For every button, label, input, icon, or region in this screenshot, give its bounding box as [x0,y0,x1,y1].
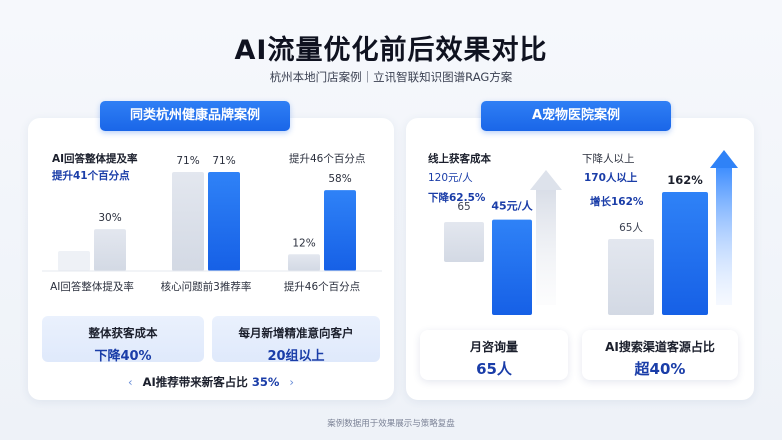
ai-share-value: 35% [251,375,280,389]
bar-right-g2-s1-label: 65人 [619,222,643,234]
bar-left-g1-s2-label: 30% [98,212,121,224]
bar-left-g3-s1 [288,254,320,271]
summary-card-cost-value: 下降40% [94,349,152,364]
bar-left-g2-s1-label: 71% [176,155,199,167]
footer-note: 案例数据用于效果展示与策略复盘 [327,419,455,429]
tick-left-1: AI回答整体提及率 [50,280,134,293]
bar-left-g1-s2 [94,229,126,271]
summary-card-clients-value: 20组以上 [267,349,325,364]
group-right-2-l2: 170人以上 [584,171,638,184]
chevron-left-icon: ‹ [128,375,133,389]
group-right-1-l3: 下降62.5% [428,191,486,204]
bar-left-g3-s2 [324,190,356,271]
bar-right-g1-s1-label: 65 [457,201,470,213]
result-card-channel: AI搜索渠道客源占比 超40% [582,330,738,380]
result-card-consult-label: 月咨询量 [469,340,518,354]
result-card-channel-value: 超40% [634,360,686,378]
group-right-2-l3: 增长162% [590,195,644,208]
bar-left-g3-s1-label: 12% [292,237,315,249]
bar-right-g2-s2-label: 162% [667,173,703,187]
bar-right-g1-s1 [444,222,484,262]
result-card-channel-label: AI搜索渠道客源占比 [605,340,715,354]
group-right-2-head: 下降人以上 [582,152,635,165]
arrow-right-2-shaft [716,166,732,305]
arrow-up-icon [530,170,562,190]
bar-left-g2-s2-label: 71% [212,155,235,167]
group-right-1-head: 线上获客成本 [428,152,491,165]
ai-share-label: AI推荐带来新客占比 [142,375,248,389]
bar-right-g2-s2 [662,192,708,315]
arrow-right-1-shaft [536,186,556,305]
bar-left-g3-s2-label: 58% [328,173,351,185]
chevron-right-icon: › [289,375,294,389]
ai-share-line: ‹ AI推荐带来新客占比 35% › [28,374,394,390]
tick-left-3: 提升46个百分点 [284,281,360,293]
left-panel-tag: 同类杭州健康品牌案例 [100,101,290,131]
summary-card-cost: 整体获客成本 下降40% [42,316,204,364]
group-right-1-l2: 120元/人 [428,172,473,184]
bar-right-g2-s1 [608,238,654,315]
bar-left-g2-s2 [208,172,240,271]
page-title: AI流量优化前后效果对比 [234,35,548,66]
result-card-consult-value: 65人 [476,360,512,378]
bar-left-g1-before-ghost [58,251,90,271]
metric-left-3-head: 提升46个百分点 [289,153,365,165]
bar-right-g1-s2 [492,219,532,315]
right-panel-tag: A宠物医院案例 [481,101,671,131]
summary-card-clients: 每月新增精准意向客户 20组以上 [212,316,380,364]
arrow-up-blue-icon [710,150,738,168]
summary-card-cost-label: 整体获客成本 [88,326,158,340]
tick-left-2: 核心问题前3推荐率 [161,280,252,293]
metric-left-1-head: AI回答整体提及率 [52,152,138,165]
result-card-consult: 月咨询量 65人 [420,330,568,380]
bar-left-g2-s1 [172,172,204,271]
summary-card-clients-label: 每月新增精准意向客户 [238,326,354,340]
metric-left-1-sub: 提升41个百分点 [52,169,130,182]
bar-right-g1-s2-label: 45元/人 [491,199,533,213]
page-subtitle: 杭州本地门店案例｜立讯智联知识图谱RAG方案 [269,70,513,84]
